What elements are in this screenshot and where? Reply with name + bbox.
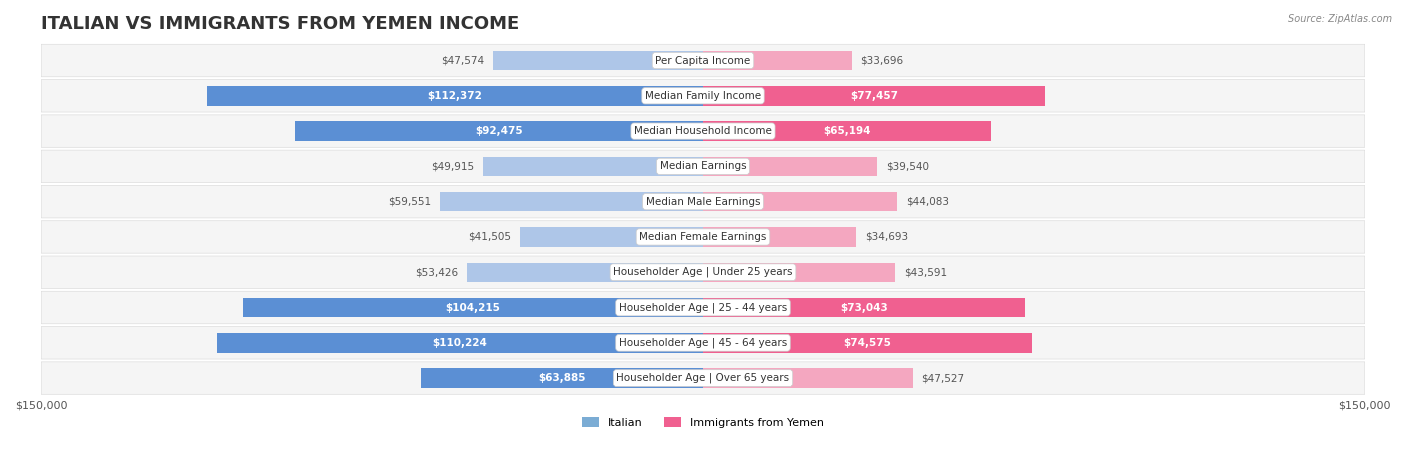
Text: Per Capita Income: Per Capita Income <box>655 56 751 65</box>
FancyBboxPatch shape <box>41 291 1365 324</box>
Text: Source: ZipAtlas.com: Source: ZipAtlas.com <box>1288 14 1392 24</box>
Text: $44,083: $44,083 <box>907 197 949 207</box>
Bar <box>703 333 1032 353</box>
Text: Householder Age | Over 65 years: Householder Age | Over 65 years <box>616 373 790 383</box>
Text: Median Family Income: Median Family Income <box>645 91 761 101</box>
Text: $65,194: $65,194 <box>823 126 870 136</box>
Bar <box>467 262 703 282</box>
Text: $110,224: $110,224 <box>433 338 488 348</box>
Bar <box>703 51 852 70</box>
Text: $39,540: $39,540 <box>886 162 929 171</box>
FancyBboxPatch shape <box>41 150 1365 183</box>
Bar <box>217 333 703 353</box>
Bar <box>482 156 703 176</box>
Text: $63,885: $63,885 <box>538 373 586 383</box>
Text: $43,591: $43,591 <box>904 267 948 277</box>
Bar <box>703 192 897 212</box>
FancyBboxPatch shape <box>41 326 1365 359</box>
Text: $59,551: $59,551 <box>388 197 432 207</box>
Text: ITALIAN VS IMMIGRANTS FROM YEMEN INCOME: ITALIAN VS IMMIGRANTS FROM YEMEN INCOME <box>41 15 519 33</box>
Text: $77,457: $77,457 <box>849 91 898 101</box>
Text: Median Earnings: Median Earnings <box>659 162 747 171</box>
Text: $49,915: $49,915 <box>430 162 474 171</box>
Text: Median Household Income: Median Household Income <box>634 126 772 136</box>
Text: $47,527: $47,527 <box>921 373 965 383</box>
FancyBboxPatch shape <box>41 256 1365 289</box>
Bar <box>295 121 703 141</box>
Text: $112,372: $112,372 <box>427 91 482 101</box>
Text: $73,043: $73,043 <box>841 303 889 312</box>
Text: $92,475: $92,475 <box>475 126 523 136</box>
Bar <box>520 227 703 247</box>
Bar <box>703 262 896 282</box>
Bar <box>703 121 991 141</box>
Bar <box>494 51 703 70</box>
Text: $47,574: $47,574 <box>441 56 484 65</box>
Bar <box>703 227 856 247</box>
Bar <box>207 86 703 106</box>
Bar <box>703 368 912 388</box>
Bar <box>422 368 703 388</box>
Text: $41,505: $41,505 <box>468 232 510 242</box>
FancyBboxPatch shape <box>41 44 1365 77</box>
Text: Median Male Earnings: Median Male Earnings <box>645 197 761 207</box>
Bar <box>703 86 1045 106</box>
Bar <box>703 298 1025 317</box>
Bar <box>703 156 877 176</box>
Text: $34,693: $34,693 <box>865 232 908 242</box>
Text: $53,426: $53,426 <box>415 267 458 277</box>
Legend: Italian, Immigrants from Yemen: Italian, Immigrants from Yemen <box>578 413 828 432</box>
Text: Householder Age | 45 - 64 years: Householder Age | 45 - 64 years <box>619 338 787 348</box>
Text: Householder Age | Under 25 years: Householder Age | Under 25 years <box>613 267 793 277</box>
Text: Median Female Earnings: Median Female Earnings <box>640 232 766 242</box>
FancyBboxPatch shape <box>41 185 1365 218</box>
Text: Householder Age | 25 - 44 years: Householder Age | 25 - 44 years <box>619 302 787 313</box>
Bar <box>440 192 703 212</box>
Bar <box>243 298 703 317</box>
FancyBboxPatch shape <box>41 79 1365 112</box>
FancyBboxPatch shape <box>41 221 1365 253</box>
Text: $74,575: $74,575 <box>844 338 891 348</box>
FancyBboxPatch shape <box>41 115 1365 147</box>
FancyBboxPatch shape <box>41 362 1365 394</box>
Text: $33,696: $33,696 <box>860 56 904 65</box>
Text: $104,215: $104,215 <box>446 303 501 312</box>
